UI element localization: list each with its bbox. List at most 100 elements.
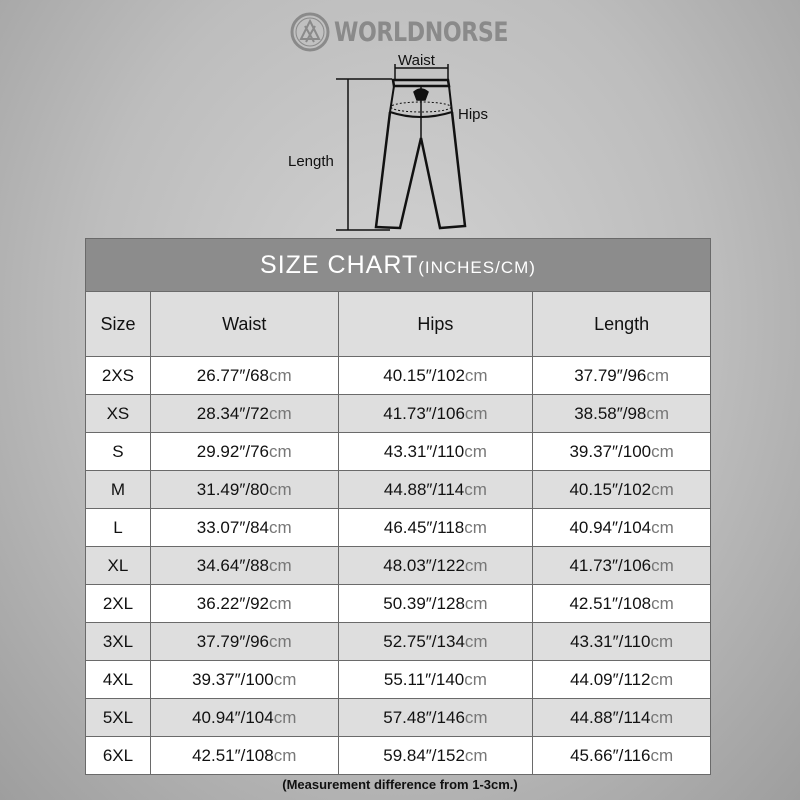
unit-label: cm <box>273 745 297 765</box>
length-cell: 38.58″/98cm <box>532 394 711 433</box>
unit-label: cm <box>651 593 674 613</box>
table-row: XL 34.64″/88cm 48.03″/122cm 41.73″/106cm <box>85 546 711 585</box>
length-cell: 40.94″/104cm <box>532 508 711 547</box>
size-cell: 3XL <box>85 622 151 661</box>
unit-label: cm <box>651 479 674 499</box>
waist-cell: 42.51″/108cm <box>149 736 339 775</box>
size-cell: XS <box>85 394 151 433</box>
unit-label: cm <box>651 441 674 461</box>
waist-cell: 34.64″/88cm <box>149 546 339 585</box>
length-label: Length <box>288 153 334 170</box>
table-row: 3XL 37.79″/96cm 52.75″/134cm 43.31″/110cm <box>85 622 711 661</box>
waist-cell: 39.37″/100cm <box>149 660 339 699</box>
unit-label: cm <box>464 365 488 385</box>
table-row: 2XL 36.22″/92cm 50.39″/128cm 42.51″/108cm <box>85 584 711 623</box>
unit-label: cm <box>464 593 488 613</box>
unit-label: cm <box>646 403 670 423</box>
unit-label: cm <box>464 669 487 689</box>
header-hips: Hips <box>337 291 534 357</box>
unit-label: cm <box>464 631 488 651</box>
hips-label: Hips <box>458 106 489 123</box>
unit-label: cm <box>651 555 674 575</box>
unit-label: cm <box>464 403 488 423</box>
unit-label: cm <box>464 441 487 461</box>
table-row: 6XL 42.51″/108cm 59.84″/152cm 45.66″/116cm <box>85 736 711 775</box>
unit-label: cm <box>273 707 297 727</box>
pants-diagram <box>336 64 467 231</box>
unit-label: cm <box>464 745 488 765</box>
length-cell: 43.31″/110cm <box>532 622 711 661</box>
hips-cell: 57.48″/146cm <box>337 698 534 737</box>
length-cell: 42.51″/108cm <box>532 584 711 623</box>
length-cell: 37.79″/96cm <box>532 356 711 395</box>
hips-cell: 52.75″/134cm <box>337 622 534 661</box>
unit-label: cm <box>269 517 292 537</box>
unit-label: cm <box>269 479 292 499</box>
size-cell: 2XS <box>85 356 151 395</box>
unit-label: cm <box>464 479 487 499</box>
length-cell: 44.09″/112cm <box>532 660 711 699</box>
size-chart-table: SIZE CHART(INCHES/CM) Size Waist Hips Le… <box>85 238 711 775</box>
hips-cell: 41.73″/106cm <box>337 394 534 433</box>
hips-cell: 40.15″/102cm <box>337 356 534 395</box>
unit-label: cm <box>464 707 488 727</box>
waist-cell: 28.34″/72cm <box>149 394 339 433</box>
length-cell: 44.88″/114cm <box>532 698 711 737</box>
unit-label: cm <box>464 555 488 575</box>
size-cell: 6XL <box>85 736 151 775</box>
table-row: 2XS 26.77″/68cm 40.15″/102cm 37.79″/96cm <box>85 356 711 395</box>
size-cell: 2XL <box>85 584 151 623</box>
hips-cell: 44.88″/114cm <box>337 470 534 509</box>
length-cell: 40.15″/102cm <box>532 470 711 509</box>
size-chart-title: SIZE CHART(INCHES/CM) <box>85 238 711 292</box>
waist-cell: 29.92″/76cm <box>149 432 339 471</box>
length-cell: 41.73″/106cm <box>532 546 711 585</box>
unit-label: cm <box>269 441 292 461</box>
hips-cell: 48.03″/122cm <box>337 546 534 585</box>
unit-label: cm <box>650 707 674 727</box>
waist-cell: 37.79″/96cm <box>149 622 339 661</box>
unit-label: cm <box>650 631 674 651</box>
waist-cell: 26.77″/68cm <box>149 356 339 395</box>
table-row: XS 28.34″/72cm 41.73″/106cm 38.58″/98cm <box>85 394 711 433</box>
header-waist: Waist <box>149 291 339 357</box>
table-row: L 33.07″/84cm 46.45″/118cm 40.94″/104cm <box>85 508 711 547</box>
waist-label: Waist <box>398 52 435 69</box>
size-cell: XL <box>85 546 151 585</box>
hips-cell: 46.45″/118cm <box>337 508 534 547</box>
table-row: S 29.92″/76cm 43.31″/110cm 39.37″/100cm <box>85 432 711 471</box>
hips-cell: 43.31″/110cm <box>337 432 534 471</box>
length-cell: 39.37″/100cm <box>532 432 711 471</box>
size-cell: M <box>85 470 151 509</box>
size-cell: 4XL <box>85 660 151 699</box>
waist-cell: 33.07″/84cm <box>149 508 339 547</box>
size-cell: L <box>85 508 151 547</box>
hips-cell: 59.84″/152cm <box>337 736 534 775</box>
unit-label: cm <box>646 365 670 385</box>
measurement-footnote: (Measurement difference from 1-3cm.) <box>282 777 518 792</box>
unit-label: cm <box>464 517 487 537</box>
size-cell: 5XL <box>85 698 151 737</box>
unit-label: cm <box>650 745 674 765</box>
table-row: 5XL 40.94″/104cm 57.48″/146cm 44.88″/114cm <box>85 698 711 737</box>
waist-cell: 40.94″/104cm <box>149 698 339 737</box>
unit-label: cm <box>650 669 674 689</box>
unit-label: cm <box>269 593 292 613</box>
size-cell: S <box>85 432 151 471</box>
header-length: Length <box>532 291 711 357</box>
waist-cell: 31.49″/80cm <box>149 470 339 509</box>
unit-label: cm <box>269 403 292 423</box>
table-header-row: Size Waist Hips Length <box>85 291 711 357</box>
unit-label: cm <box>273 669 297 689</box>
brand-name: WORLDNORSE <box>334 16 509 48</box>
header-size: Size <box>85 291 151 357</box>
unit-label: cm <box>651 517 674 537</box>
waist-cell: 36.22″/92cm <box>149 584 339 623</box>
valknut-logo-icon <box>290 12 330 52</box>
table-row: 4XL 39.37″/100cm 55.11″/140cm 44.09″/112cm <box>85 660 711 699</box>
unit-label: cm <box>269 555 292 575</box>
brand-logo: WORLDNORSE <box>290 12 546 52</box>
unit-label: cm <box>269 365 292 385</box>
unit-label: cm <box>269 631 292 651</box>
hips-cell: 55.11″/140cm <box>337 660 534 699</box>
